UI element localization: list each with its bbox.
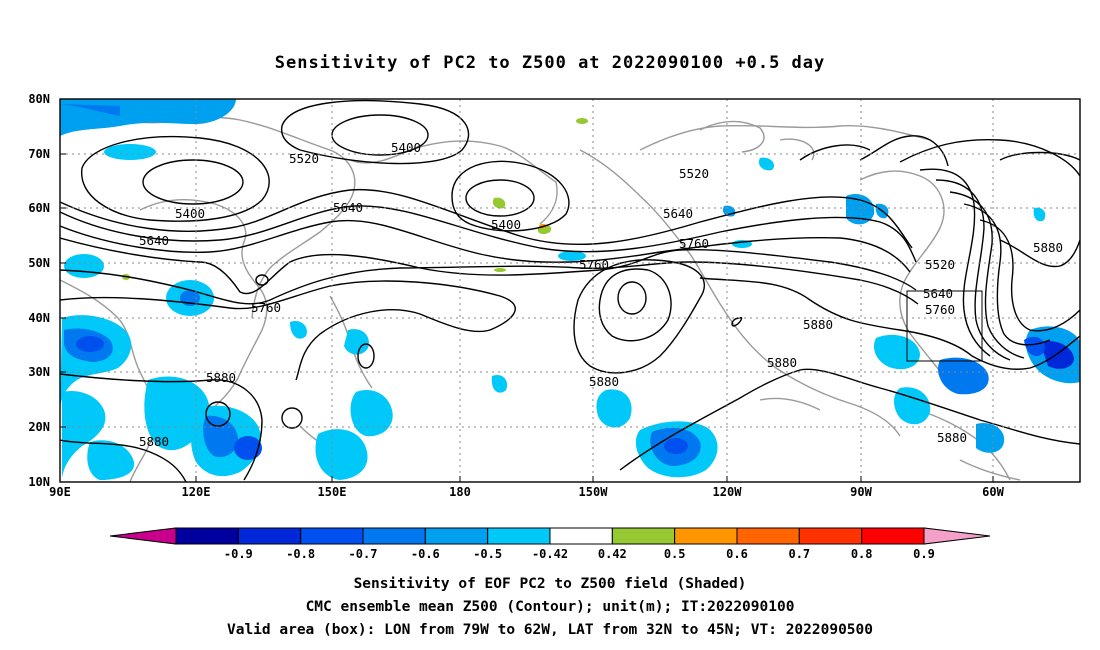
lat-label: 20N — [28, 420, 50, 434]
longitude-labels: 90E 120E 150E 180 150W 120W 90W 60W — [49, 485, 1004, 499]
colorbar-tick-label: -0.5 — [473, 547, 502, 561]
contour-label: 5520 — [925, 257, 955, 272]
colorbar-tick-label: -0.6 — [411, 547, 440, 561]
colorbar-swatch — [736, 527, 800, 545]
contour-label: 5640 — [139, 233, 169, 248]
colorbar-labels: -0.9 -0.8 -0.7 -0.6 -0.5 -0.42 0.42 0.5 0.6 0.7 0.… — [224, 547, 935, 561]
colorbar-tick-label: -0.7 — [349, 547, 378, 561]
colorbar-tick-label: 0.9 — [913, 547, 935, 561]
colorbar-swatch — [362, 527, 426, 545]
colorbar-swatch — [175, 527, 239, 545]
gridlines — [60, 99, 1080, 482]
contour-label: 5880 — [139, 434, 169, 449]
contour-label: 5760 — [251, 300, 281, 315]
contour-label: 5400 — [491, 217, 521, 232]
lon-label: 180 — [449, 485, 471, 499]
colorbar-tick-label: -0.9 — [224, 547, 253, 561]
colorbar-tick-label: 0.42 — [598, 547, 627, 561]
colorbar-swatch — [300, 527, 364, 545]
contour-label: 5880 — [1033, 240, 1063, 255]
contour-labels: 5400 5520 5400 5400 5640 5640 5400 5520 … — [139, 140, 1063, 449]
colorbar-swatch — [424, 527, 489, 545]
colorbar-underflow-triangle — [109, 527, 177, 545]
colorbar-swatch — [861, 527, 925, 545]
caption-line: Valid area (box): LON from 79W to 62W, L… — [227, 622, 873, 638]
map-panel: 5400 5520 5400 5400 5640 5640 5400 5520 … — [59, 98, 1081, 483]
lon-label: 90E — [49, 485, 71, 499]
latitude-labels: 80N 70N 60N 50N 40N 30N 20N 10N — [28, 92, 50, 489]
colorbar-tick-label: 0.6 — [726, 547, 748, 561]
valid-area-box — [906, 290, 983, 362]
contour-label: 5520 — [289, 151, 319, 166]
colorbar-swatch — [674, 527, 738, 545]
lon-label: 120E — [182, 485, 211, 499]
z500-contours — [60, 100, 1080, 482]
colorbar-tick-label: -0.8 — [286, 547, 315, 561]
contour-label: 5760 — [679, 236, 709, 251]
lat-label: 40N — [28, 311, 50, 325]
lat-label: 60N — [28, 201, 50, 215]
colorbar-swatch — [237, 527, 302, 545]
lon-label: 120W — [713, 485, 743, 499]
contour-label: 5880 — [937, 430, 967, 445]
contour-label: 5520 — [679, 166, 709, 181]
colorbar-swatch — [549, 527, 613, 545]
contour-label: 5400 — [391, 140, 421, 155]
contour-label: 5640 — [333, 200, 363, 215]
figure-captions: Sensitivity of EOF PC2 to Z500 field (Sh… — [227, 576, 873, 638]
lat-label: 10N — [28, 475, 50, 489]
contour-label: 5880 — [803, 317, 833, 332]
caption-line: CMC ensemble mean Z500 (Contour); unit(m… — [306, 599, 795, 615]
lon-label: 150E — [318, 485, 347, 499]
contour-label: 5400 — [175, 206, 205, 221]
colorbar-swatch — [487, 527, 551, 545]
lon-label: 150W — [579, 485, 609, 499]
contour-label: 5880 — [767, 355, 797, 370]
lon-label: 60W — [982, 485, 1004, 499]
lat-label: 50N — [28, 256, 50, 270]
contour-label: 5880 — [206, 370, 236, 385]
colorbar-swatch — [798, 527, 863, 545]
lat-label: 70N — [28, 147, 50, 161]
contour-label: 5760 — [925, 302, 955, 317]
colorbar-tick-label: 0.5 — [664, 547, 686, 561]
colorbar-tick-label: 0.8 — [851, 547, 873, 561]
contour-label: 5640 — [663, 206, 693, 221]
figure-title: Sensitivity of PC2 to Z500 at 2022090100… — [275, 53, 826, 73]
colorbar-tick-label: 0.7 — [788, 547, 810, 561]
lat-label: 80N — [28, 92, 50, 106]
colorbar-overflow-triangle — [923, 527, 991, 545]
lon-label: 90W — [850, 485, 872, 499]
colorbar-tick-label: -0.42 — [532, 547, 568, 561]
colorbar-swatch — [611, 527, 676, 545]
lat-label: 30N — [28, 365, 50, 379]
caption-line: Sensitivity of EOF PC2 to Z500 field (Sh… — [354, 576, 747, 592]
contour-label: 5760 — [579, 257, 609, 272]
contour-label: 5880 — [589, 374, 619, 389]
axis-ticks — [60, 98, 994, 483]
contour-label: 5640 — [923, 286, 953, 301]
colorbar — [109, 527, 991, 545]
